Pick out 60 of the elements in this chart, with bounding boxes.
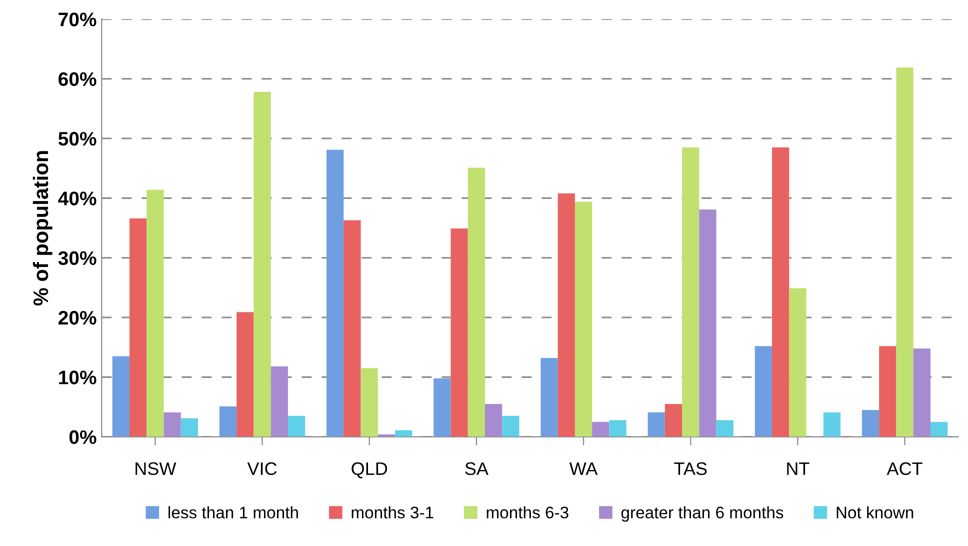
bar — [360, 368, 378, 437]
bar — [502, 416, 520, 437]
x-tick-label: VIC — [247, 462, 277, 476]
y-tick-label: 30% — [58, 251, 96, 266]
bar — [648, 412, 665, 437]
bar — [344, 220, 361, 437]
bar — [664, 404, 682, 437]
bar — [716, 420, 734, 437]
bar — [219, 406, 237, 437]
bar — [896, 67, 914, 437]
bar — [574, 202, 592, 437]
bar — [129, 218, 147, 437]
bar — [485, 404, 502, 437]
bar — [682, 147, 700, 437]
x-tick-label: WA — [569, 462, 598, 475]
bar — [395, 430, 412, 437]
bar — [254, 92, 271, 437]
bar — [434, 378, 451, 437]
y-tick-label: 10% — [59, 370, 96, 384]
legend-label: months 6-3 — [486, 506, 568, 518]
bar — [699, 209, 716, 437]
bar — [450, 228, 468, 437]
bar — [146, 190, 164, 437]
bar — [326, 150, 344, 437]
y-axis-title: % of population — [32, 151, 52, 306]
bar — [754, 346, 772, 437]
x-tick-label: TAS — [674, 462, 707, 476]
bar — [772, 147, 790, 437]
bar — [913, 348, 930, 437]
legend-label: Not known — [836, 506, 914, 518]
legend-label: months 3-1 — [352, 506, 434, 518]
x-tick-label: QLD — [352, 462, 388, 478]
bar — [540, 358, 558, 437]
bar — [180, 418, 198, 437]
x-tick-label: NSW — [136, 462, 176, 476]
bar — [862, 410, 880, 437]
bar — [930, 422, 948, 437]
x-tick-label: NT — [787, 462, 810, 475]
bar — [164, 412, 181, 437]
y-tick-label: 20% — [58, 310, 96, 325]
y-tick-label: 60% — [58, 72, 96, 86]
bar — [592, 422, 610, 437]
y-tick-label: 70% — [58, 12, 96, 26]
bar — [609, 420, 626, 437]
bar — [879, 346, 896, 437]
legend-label: less than 1 month — [168, 506, 298, 518]
bar — [558, 193, 575, 437]
y-tick-label: 50% — [58, 132, 96, 146]
y-tick-label: 0% — [69, 430, 96, 444]
bar — [270, 366, 288, 437]
bar — [789, 288, 806, 437]
legend-label: greater than 6 months — [621, 506, 784, 522]
y-tick-label: 40% — [58, 192, 96, 206]
x-tick-label: ACT — [886, 462, 922, 476]
bar — [112, 356, 130, 437]
bar — [468, 168, 486, 437]
bar — [288, 416, 306, 437]
bar — [823, 412, 841, 437]
bar — [236, 312, 254, 437]
x-tick-label: SA — [465, 462, 488, 476]
